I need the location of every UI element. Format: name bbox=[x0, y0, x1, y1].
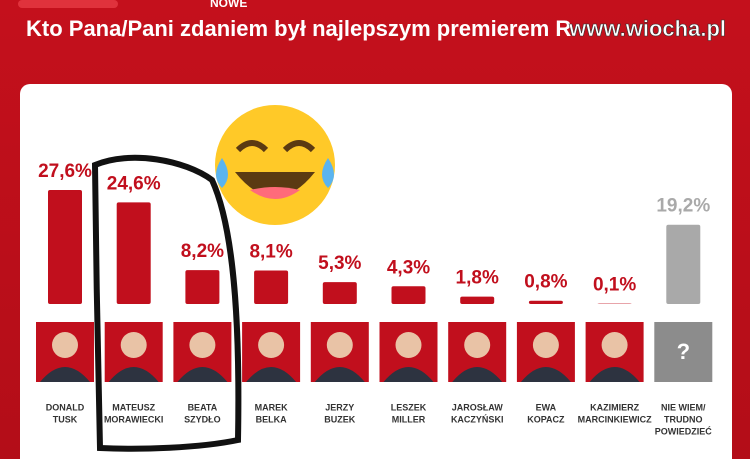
chart: 27,6% DONALD TUSK 24,6% MATEUSZ MORAWIECKI 8,2… bbox=[36, 161, 713, 436]
photo bbox=[654, 322, 713, 382]
category-label: KAZIMIERZ bbox=[590, 402, 639, 412]
face bbox=[601, 332, 628, 358]
category-label: MORAWIECKI bbox=[104, 414, 164, 424]
category-label: EWA bbox=[536, 402, 557, 412]
torso bbox=[314, 367, 365, 382]
category-label: JAROSŁAW bbox=[452, 402, 504, 412]
category-label: BUZEK bbox=[324, 414, 355, 424]
value-label: 8,1% bbox=[249, 242, 292, 263]
watermark: www.wiocha.pl bbox=[568, 16, 726, 41]
face bbox=[258, 332, 285, 358]
torso bbox=[520, 367, 571, 382]
value-label: 27,6% bbox=[38, 161, 92, 182]
value-label: 0,1% bbox=[593, 275, 636, 296]
category-label: DONALD bbox=[46, 402, 85, 412]
torso bbox=[452, 367, 503, 382]
value-label: 8,2% bbox=[181, 241, 224, 262]
category-label: TRUDNO bbox=[664, 414, 703, 424]
value-label: 4,3% bbox=[387, 257, 430, 278]
value-label: 19,2% bbox=[656, 196, 710, 217]
torso bbox=[246, 367, 297, 382]
bar bbox=[322, 282, 357, 304]
bar bbox=[460, 296, 495, 304]
torso bbox=[40, 367, 90, 382]
torso bbox=[383, 367, 434, 382]
hand-drawn-loop bbox=[91, 154, 242, 452]
category-label: MILLER bbox=[392, 414, 426, 424]
category-label: JERZY bbox=[325, 402, 354, 412]
face bbox=[532, 332, 559, 358]
category-label: NIE WIEM/ bbox=[661, 402, 706, 412]
category-label: MARCINKIEWICZ bbox=[578, 414, 652, 424]
torso bbox=[108, 367, 159, 382]
face bbox=[189, 332, 216, 358]
unknown-mark: ? bbox=[677, 339, 690, 364]
category-label: BEATA bbox=[188, 402, 218, 412]
category-label: LESZEK bbox=[391, 402, 427, 412]
bar bbox=[116, 202, 151, 304]
face bbox=[326, 332, 353, 358]
bar bbox=[528, 300, 563, 304]
badge: NOWE bbox=[210, 0, 247, 10]
category-label: MATEUSZ bbox=[112, 402, 155, 412]
bar bbox=[185, 270, 220, 304]
category-label: KOPACZ bbox=[527, 414, 565, 424]
face bbox=[120, 332, 147, 358]
face bbox=[395, 332, 422, 358]
bar bbox=[254, 270, 289, 304]
bar bbox=[48, 190, 82, 304]
value-label: 24,6% bbox=[107, 173, 161, 194]
category-label: SZYDŁO bbox=[184, 414, 221, 424]
bar bbox=[666, 224, 701, 304]
category-label: KACZYŃSKI bbox=[451, 414, 504, 424]
category-label: POWIEDZIEĆ bbox=[655, 425, 713, 436]
torso bbox=[589, 367, 640, 382]
category-label: MAREK bbox=[255, 402, 288, 412]
category-label: TUSK bbox=[53, 414, 78, 424]
value-label: 0,8% bbox=[524, 272, 567, 293]
bar bbox=[391, 286, 426, 304]
face bbox=[52, 332, 78, 358]
face bbox=[464, 332, 491, 358]
value-label: 5,3% bbox=[318, 253, 361, 274]
torso bbox=[177, 367, 228, 382]
emoji bbox=[215, 105, 335, 225]
category-label: BELKA bbox=[256, 414, 287, 424]
title: Kto Pana/Pani zdaniem był najlepszym pre… bbox=[26, 16, 571, 41]
badge-bg bbox=[18, 0, 118, 8]
value-label: 1,8% bbox=[456, 268, 499, 289]
